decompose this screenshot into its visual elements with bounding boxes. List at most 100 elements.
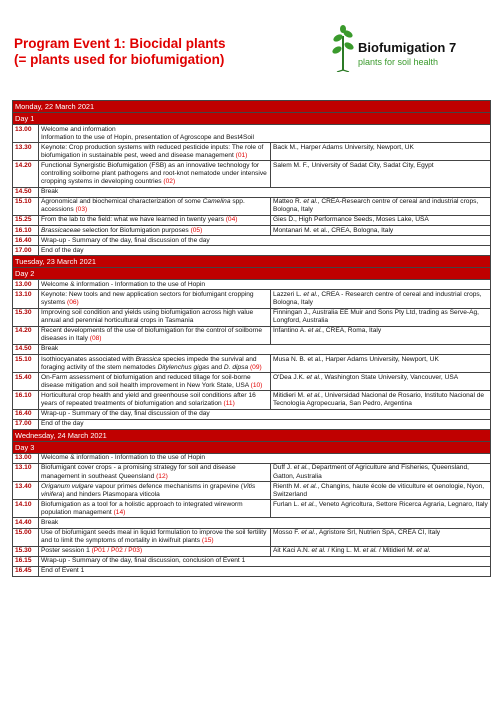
time: 16.40: [12, 235, 39, 247]
text: spp. accessions: [41, 198, 245, 214]
speaker: Infantino A. et al., CREA, Roma, Italy: [269, 325, 492, 345]
program-row: 13.40 Origanum vulgare vapour primes defe…: [12, 481, 492, 501]
text: Isothiocyanates associated with: [41, 355, 136, 363]
text: selection for Biofumigation purposes: [80, 226, 191, 234]
time: 13.10: [12, 289, 39, 309]
time: 13.00: [12, 279, 39, 291]
text: Keynote: Crop production systems with re…: [41, 143, 264, 159]
program-row: 14.10 Biofumigation as a tool for a holis…: [12, 499, 492, 519]
session: Break: [37, 343, 492, 356]
session: Welcome and information Information to th…: [37, 123, 492, 144]
time: 13.00: [12, 123, 39, 144]
session: Use of biofumigant seeds meal in liquid …: [38, 527, 271, 547]
logo-tagline: plants for soil health: [358, 57, 439, 67]
text: Biofumigant cover crops - a promising st…: [41, 464, 236, 480]
reference: (08): [89, 335, 102, 343]
italic-text: et al.: [307, 327, 323, 335]
italic-text: Ditylenchus gigas: [157, 363, 210, 371]
session: Recent developments of the use of biofum…: [38, 325, 271, 345]
text: Ait Kaci A.N.: [273, 547, 312, 555]
session: Break: [37, 186, 492, 198]
time: 14.50: [12, 186, 39, 198]
program-row: 14.50 Break: [12, 343, 492, 356]
program-row: 13.30 Keynote: Crop production systems wi…: [12, 142, 492, 162]
italic-text: et al.: [306, 391, 321, 399]
day-label: Day 2: [11, 267, 492, 281]
time: 13.30: [12, 142, 39, 162]
text: Matteo R.: [273, 198, 304, 206]
session: Wrap-up - Summary of the day, final disc…: [37, 235, 492, 247]
session: End of the day: [37, 418, 492, 430]
text: Agronomical and biochemical characteriza…: [41, 198, 203, 206]
text: Mosso F.: [273, 529, 302, 537]
speaker: Mosso F. et al., Agristore Srl, Nutrien …: [269, 527, 492, 547]
session: Poster session 1 (P01 / P02 / P03): [38, 545, 271, 557]
text: Wrap-up - Summary of the day, final disc…: [41, 557, 246, 565]
reference: (12): [156, 472, 168, 480]
reference: (01): [235, 151, 248, 159]
italic-text: et al.: [303, 290, 318, 298]
italic-text: Origanum vulgare: [41, 482, 94, 490]
time: 13.00: [12, 452, 39, 464]
text: vapour primes defence mechanisms in grap…: [93, 482, 243, 490]
session: Wrap-up - Summary of the day, final disc…: [37, 408, 492, 420]
text: Montanari M. et al., CREA, Bologna, Ital…: [273, 226, 394, 234]
program-row: 13.10 Biofumigant cover crops - a promisi…: [12, 462, 492, 483]
program-row: 16.45 End of Event 1: [12, 565, 492, 578]
text: End of the day: [41, 246, 84, 254]
logo-name: Biofumigation 7: [358, 40, 457, 55]
time: 16.40: [12, 408, 39, 420]
session: Origanum vulgare vapour primes defence m…: [38, 481, 271, 501]
session: Agronomical and biochemical characteriza…: [38, 196, 271, 216]
italic-text: et al.: [303, 482, 318, 490]
day-header: Day 3: [11, 440, 492, 454]
italic-text: Camelina: [202, 198, 231, 206]
session: Wrap-up - Summary of the day, final disc…: [37, 555, 492, 567]
reference: (P01 / P02 / P03): [91, 547, 143, 555]
reference: (05): [190, 226, 203, 234]
day-header: Monday, 22 March 2021: [11, 100, 492, 113]
speaker: Rienth M. et al., Changins, haute école …: [269, 481, 492, 501]
time: 15.30: [12, 307, 39, 327]
speaker: Furlan L. et al., Veneto Agricoltura, Se…: [269, 499, 492, 519]
day-header: Day 2: [11, 267, 492, 281]
session: Isothiocyanates associated with Brassica…: [38, 354, 271, 374]
program-row: 16.10 Horticultural crop health and yield…: [12, 390, 492, 410]
program-row: 15.30 Poster session 1 (P01 / P02 / P03) A…: [12, 545, 492, 557]
italic-text: et al.: [293, 464, 309, 472]
text: , Department of Agriculture and Fisherie…: [273, 464, 469, 480]
text: Functional Synergistic Biofumigation (FS…: [41, 161, 267, 186]
text: On-Farm assessment of biofumigation and …: [41, 373, 251, 389]
program-row: 17.00 End of the day: [12, 418, 492, 430]
text: O'Dea J.K.: [273, 373, 307, 381]
text: End of Event 1: [41, 567, 85, 575]
reference: (11): [223, 400, 235, 408]
reference: (10): [250, 381, 263, 389]
text: Information to the use of Hopin, present…: [41, 133, 254, 141]
text: Break: [41, 518, 59, 526]
session: End of Event 1: [37, 565, 492, 578]
text: , Changins, haute école de viticulture e…: [273, 482, 485, 498]
text: Poster session 1: [41, 547, 92, 555]
time: 17.00: [12, 245, 39, 257]
text: Duff J.: [273, 464, 294, 472]
time: 13.10: [12, 462, 39, 483]
text: and: [209, 363, 224, 371]
time: 16.45: [12, 565, 39, 578]
speaker: Salem M. F., University of Sadat City, S…: [269, 160, 492, 188]
speaker: Matteo R. et al., CREA-Research centre o…: [269, 196, 492, 216]
speaker: Mitidieri M. et al., Universidad Naciona…: [269, 390, 492, 410]
text: Wrap-up - Summary of the day, final disc…: [41, 410, 210, 418]
text: Lazzeri L.: [273, 290, 304, 298]
italic-text: et al.: [306, 373, 321, 381]
time: 16.10: [12, 225, 39, 237]
program-row: 13.10 Keynote: New tools and new applicat…: [12, 289, 492, 309]
time: 13.40: [12, 481, 39, 501]
program-row: 16.10 Brassicaceae selection for Biofumig…: [12, 225, 492, 237]
text: Furlan L.: [273, 500, 301, 508]
reference: (15): [201, 537, 214, 545]
reference: (04): [225, 216, 238, 224]
reference: (06): [67, 299, 79, 306]
text: , Washington State University, Vancouver…: [320, 373, 459, 381]
text: Rienth M.: [273, 482, 304, 490]
